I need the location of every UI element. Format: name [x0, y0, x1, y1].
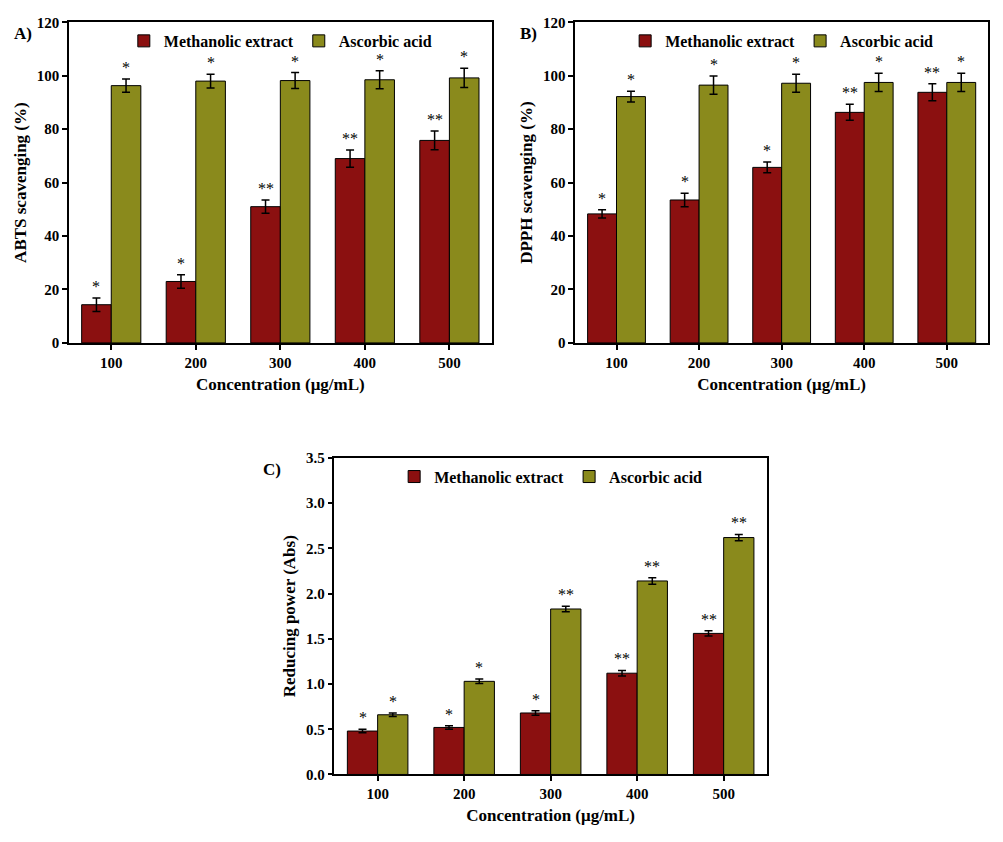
svg-text:*: * [598, 190, 606, 207]
svg-text:**: ** [701, 611, 717, 628]
svg-text:100: 100 [543, 68, 566, 84]
svg-text:*: * [359, 709, 367, 726]
svg-text:**: ** [258, 180, 274, 197]
svg-text:20: 20 [550, 282, 565, 298]
svg-text:20: 20 [44, 282, 59, 298]
svg-text:*: * [445, 706, 453, 723]
svg-text:Ascorbic acid: Ascorbic acid [840, 33, 933, 50]
svg-text:0: 0 [52, 335, 60, 351]
svg-text:**: ** [842, 84, 858, 101]
svg-text:*: * [792, 54, 800, 71]
svg-text:Methanolic extract: Methanolic extract [434, 469, 564, 486]
svg-text:**: ** [342, 130, 358, 147]
svg-text:400: 400 [354, 355, 377, 371]
svg-text:300: 300 [770, 355, 793, 371]
svg-text:Methanolic extract: Methanolic extract [665, 33, 795, 50]
svg-text:3.0: 3.0 [306, 495, 325, 511]
svg-text:40: 40 [550, 228, 565, 244]
svg-text:*: * [532, 691, 540, 708]
svg-text:Ascorbic acid: Ascorbic acid [339, 33, 432, 50]
svg-text:Concentration (μg/mL): Concentration (μg/mL) [196, 375, 365, 394]
svg-text:**: ** [614, 650, 630, 667]
svg-text:500: 500 [712, 786, 735, 802]
svg-text:80: 80 [550, 121, 565, 137]
svg-text:Reducing power (Abs): Reducing power (Abs) [280, 535, 299, 697]
svg-text:100: 100 [605, 355, 628, 371]
svg-text:80: 80 [44, 121, 59, 137]
svg-text:B): B) [520, 24, 537, 43]
svg-text:100: 100 [37, 68, 60, 84]
svg-text:*: * [177, 255, 185, 272]
svg-text:Ascorbic acid: Ascorbic acid [609, 469, 702, 486]
svg-text:**: ** [427, 111, 443, 128]
svg-text:0.0: 0.0 [306, 767, 325, 783]
svg-text:60: 60 [550, 175, 565, 191]
svg-text:200: 200 [453, 786, 476, 802]
svg-text:*: * [681, 173, 689, 190]
svg-text:*: * [875, 53, 883, 70]
svg-text:C): C) [263, 460, 281, 479]
svg-text:*: * [710, 56, 718, 73]
svg-text:DPPH scavenging (%): DPPH scavenging (%) [517, 101, 536, 263]
svg-text:3.5: 3.5 [306, 450, 325, 466]
svg-text:**: ** [558, 586, 574, 603]
svg-text:500: 500 [936, 355, 959, 371]
svg-text:120: 120 [37, 15, 60, 31]
svg-text:400: 400 [626, 786, 649, 802]
svg-text:300: 300 [269, 355, 292, 371]
svg-text:*: * [92, 278, 100, 295]
svg-text:0: 0 [558, 335, 566, 351]
svg-text:*: * [389, 693, 397, 710]
svg-text:200: 200 [688, 355, 711, 371]
svg-text:100: 100 [100, 355, 123, 371]
svg-text:**: ** [731, 514, 747, 531]
svg-text:*: * [763, 142, 771, 159]
svg-text:60: 60 [44, 175, 59, 191]
svg-text:120: 120 [543, 15, 566, 31]
svg-text:1.0: 1.0 [306, 676, 325, 692]
svg-text:*: * [475, 659, 483, 676]
svg-text:2.0: 2.0 [306, 586, 325, 602]
svg-text:ABTS scavenging (%): ABTS scavenging (%) [11, 102, 30, 263]
svg-text:*: * [291, 53, 299, 70]
svg-text:400: 400 [853, 355, 876, 371]
svg-text:300: 300 [539, 786, 562, 802]
svg-text:**: ** [924, 64, 940, 81]
svg-text:Concentration (μg/mL): Concentration (μg/mL) [466, 806, 635, 825]
svg-text:*: * [627, 71, 635, 88]
svg-text:Methanolic extract: Methanolic extract [164, 33, 294, 50]
svg-text:*: * [376, 51, 384, 68]
svg-text:*: * [122, 59, 130, 76]
svg-text:2.5: 2.5 [306, 541, 325, 557]
svg-text:200: 200 [185, 355, 208, 371]
svg-text:**: ** [644, 558, 660, 575]
svg-text:*: * [207, 54, 215, 71]
svg-text:40: 40 [44, 228, 59, 244]
svg-text:Concentration (μg/mL): Concentration (μg/mL) [697, 375, 866, 394]
svg-text:A): A) [14, 24, 32, 43]
svg-text:500: 500 [438, 355, 461, 371]
svg-text:0.5: 0.5 [306, 722, 325, 738]
svg-text:100: 100 [366, 786, 389, 802]
svg-text:1.5: 1.5 [306, 631, 325, 647]
svg-text:*: * [957, 53, 965, 70]
svg-text:*: * [460, 48, 468, 65]
